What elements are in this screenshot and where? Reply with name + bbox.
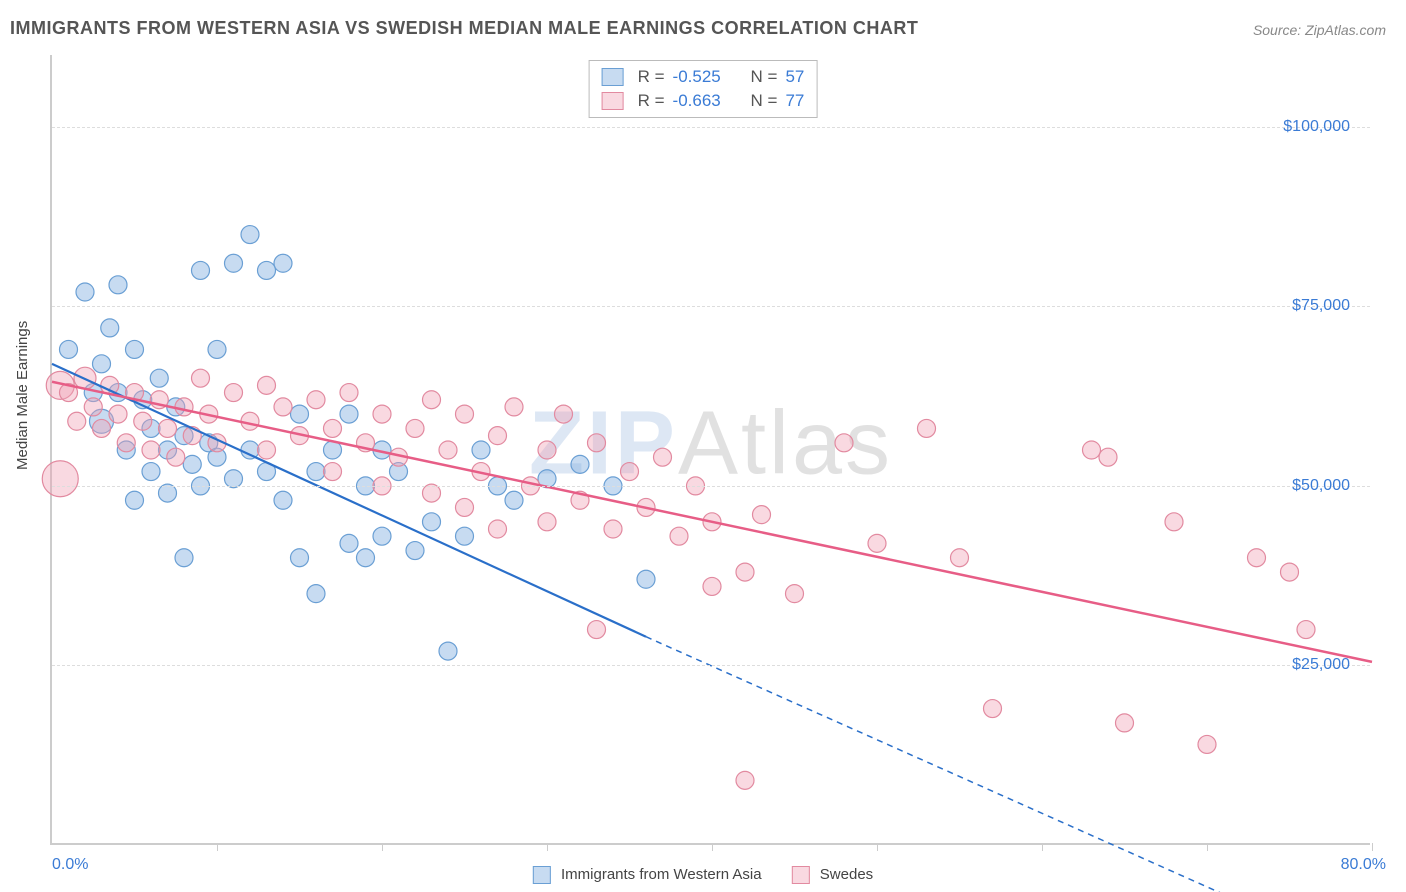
legend-label-series2: Swedes [820,866,873,883]
x-tick [547,843,548,851]
gridline [52,665,1370,666]
n-value-series1: 57 [785,67,804,87]
plot-area: ZIPAtlas $25,000$50,000$75,000$100,000 [50,55,1370,845]
x-axis-max-label: 80.0% [1341,856,1386,874]
x-tick [1042,843,1043,851]
x-tick [1372,843,1373,851]
x-tick [712,843,713,851]
x-tick [1207,843,1208,851]
legend-swatch-series1 [602,68,624,86]
n-label: N = [751,67,778,87]
correlation-legend: R = -0.525 N = 57 R = -0.663 N = 77 [589,60,818,118]
y-tick-label: $25,000 [1292,656,1350,674]
legend-swatch-series2-b [792,866,810,884]
n-label: N = [751,91,778,111]
y-tick-label: $100,000 [1283,118,1350,136]
r-label: R = [638,67,665,87]
x-tick [877,843,878,851]
legend-row-series2: R = -0.663 N = 77 [602,89,805,113]
x-tick [217,843,218,851]
r-label: R = [638,91,665,111]
x-axis-min-label: 0.0% [52,856,88,874]
y-tick-label: $50,000 [1292,477,1350,495]
legend-item-series1: Immigrants from Western Asia [533,866,762,884]
gridline [52,127,1370,128]
series-legend: Immigrants from Western Asia Swedes [533,866,873,884]
x-tick [382,843,383,851]
chart-title: IMMIGRANTS FROM WESTERN ASIA VS SWEDISH … [10,18,918,39]
y-axis-label: Median Male Earnings [14,321,31,470]
legend-swatch-series1-b [533,866,551,884]
n-value-series2: 77 [785,91,804,111]
legend-item-series2: Swedes [792,866,874,884]
y-tick-label: $75,000 [1292,297,1350,315]
legend-label-series1: Immigrants from Western Asia [561,866,762,883]
legend-row-series1: R = -0.525 N = 57 [602,65,805,89]
gridline [52,486,1370,487]
chart-svg [52,55,1370,843]
r-value-series2: -0.663 [673,91,733,111]
gridline [52,306,1370,307]
r-value-series1: -0.525 [673,67,733,87]
source-attribution: Source: ZipAtlas.com [1253,22,1386,38]
legend-swatch-series2 [602,92,624,110]
